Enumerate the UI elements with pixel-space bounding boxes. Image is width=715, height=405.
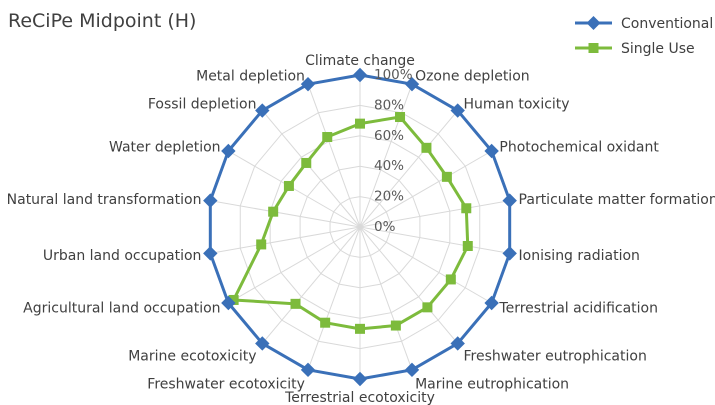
- data-point: [352, 371, 368, 387]
- data-point: [255, 103, 270, 118]
- axis-label: Marine eutrophication: [415, 376, 569, 392]
- data-point: [221, 295, 236, 311]
- tick-label: 40%: [374, 158, 404, 174]
- axis-label: Metal depletion: [196, 69, 305, 85]
- data-point: [462, 241, 473, 252]
- data-point: [290, 298, 301, 309]
- data-point: [300, 362, 316, 378]
- series-single-use: [228, 112, 473, 334]
- data-point: [502, 246, 517, 261]
- data-point: [395, 112, 406, 123]
- grid-spoke: [228, 150, 361, 228]
- legend: Conventional Single Use: [575, 16, 713, 57]
- legend-marker: [586, 16, 601, 30]
- grid-spoke: [359, 226, 492, 304]
- data-point: [441, 171, 452, 182]
- data-point: [320, 317, 331, 328]
- axis-label: Ozone depletion: [415, 69, 530, 85]
- axis-label: Climate change: [305, 53, 415, 69]
- axis-label: Freshwater ecotoxicity: [147, 376, 305, 392]
- axis-label: Agricultural land occupation: [23, 301, 220, 317]
- data-point: [256, 239, 267, 250]
- axis-label: Photochemical oxidant: [499, 140, 659, 156]
- data-point: [390, 320, 401, 331]
- axis-label: Marine ecotoxicity: [128, 348, 256, 364]
- data-point: [203, 246, 218, 261]
- legend-item: Single Use: [575, 41, 695, 57]
- grid-spoke: [359, 200, 510, 228]
- data-point: [484, 143, 499, 159]
- grid-spoke: [307, 83, 361, 228]
- tick-label: 100%: [374, 67, 413, 83]
- data-point: [422, 302, 433, 313]
- data-point: [203, 193, 218, 208]
- data-point: [445, 274, 456, 285]
- grid-spoke: [359, 226, 459, 344]
- axis-label: Particulate matter formation: [519, 192, 715, 208]
- data-point: [355, 323, 365, 334]
- tick-label: 20%: [374, 189, 404, 205]
- data-point: [355, 118, 365, 129]
- data-point: [322, 132, 333, 143]
- data-point: [404, 76, 420, 92]
- axis-label: Water depletion: [109, 140, 221, 156]
- grid-spoke: [359, 226, 413, 371]
- series-conventional: [203, 67, 517, 387]
- data-point: [404, 362, 420, 378]
- axis-label: Urban land occupation: [43, 248, 202, 264]
- tick-label: 80%: [374, 97, 404, 113]
- axis-label: Freshwater eutrophication: [463, 348, 646, 364]
- tick-label: 0%: [374, 219, 396, 235]
- grid-spoke: [261, 226, 361, 344]
- chart-title: ReCiPe Midpoint (H): [8, 10, 196, 32]
- data-point: [450, 336, 465, 351]
- axis-label: Human toxicity: [463, 97, 569, 113]
- data-point: [484, 295, 499, 311]
- data-point: [502, 193, 517, 208]
- axis-label: Terrestrial acidification: [498, 301, 658, 317]
- series-layer: [203, 67, 517, 387]
- grid-spoke: [359, 226, 510, 254]
- data-point: [301, 157, 312, 168]
- legend-marker: [588, 43, 599, 53]
- grid-spoke: [359, 110, 459, 228]
- grid-spoke: [228, 226, 361, 304]
- data-point: [450, 103, 465, 118]
- tick-label: 60%: [374, 128, 404, 144]
- data-point: [300, 76, 316, 92]
- grid-spoke: [359, 150, 492, 228]
- data-point: [268, 206, 279, 217]
- grid-spoke: [210, 200, 361, 228]
- legend-label: Single Use: [621, 41, 695, 57]
- grid-spoke: [261, 110, 361, 228]
- grid-spoke: [359, 83, 413, 228]
- tick-labels: 0% 20% 40% 60% 80% 100%: [374, 67, 413, 235]
- axis-label: Terrestrial ecotoxicity: [284, 390, 435, 405]
- data-point: [421, 142, 432, 153]
- grid-spoke: [210, 226, 361, 254]
- data-point: [283, 180, 294, 191]
- axis-label: Ionising radiation: [519, 248, 640, 264]
- legend-item: Conventional: [575, 16, 713, 32]
- grid-spoke: [307, 226, 361, 371]
- data-point: [352, 67, 368, 83]
- data-point: [255, 336, 270, 351]
- legend-label: Conventional: [621, 16, 713, 32]
- axis-label: Natural land transformation: [7, 192, 202, 208]
- data-point: [221, 143, 236, 159]
- axis-label: Fossil depletion: [148, 97, 257, 113]
- data-point: [461, 203, 472, 214]
